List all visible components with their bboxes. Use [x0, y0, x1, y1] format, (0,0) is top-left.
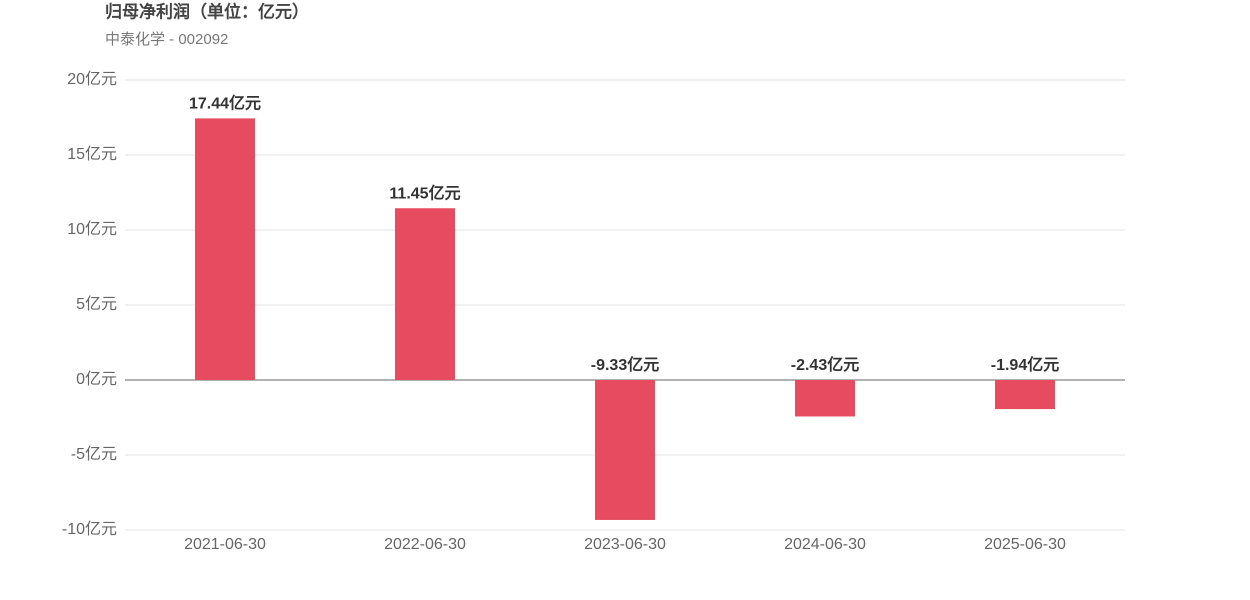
x-tick-label: 2023-06-30: [584, 536, 666, 553]
y-tick-label: -5亿元: [71, 445, 117, 463]
y-tick-label: 20亿元: [67, 70, 117, 88]
y-tick-label: 0亿元: [76, 370, 117, 388]
y-tick-label: 15亿元: [67, 145, 117, 163]
x-tick-label: 2024-06-30: [784, 536, 866, 553]
x-tick-label: 2025-06-30: [984, 536, 1066, 553]
value-label: 11.45亿元: [389, 183, 460, 202]
y-tick-label: 10亿元: [67, 220, 117, 238]
bar: [395, 208, 455, 380]
x-tick-label: 2022-06-30: [384, 536, 466, 553]
value-label: -9.33亿元: [591, 355, 659, 374]
chart-subtitle: 中泰化学 - 002092: [105, 31, 228, 48]
value-label: 17.44亿元: [189, 94, 261, 113]
y-tick-label: -10亿元: [62, 520, 117, 538]
bar: [795, 380, 855, 417]
bar: [595, 380, 655, 520]
x-tick-label: 2021-06-30: [184, 536, 266, 553]
value-label: -1.94亿元: [991, 355, 1059, 374]
chart-title: 归母净利润（单位：亿元）: [105, 1, 309, 21]
y-tick-label: 5亿元: [76, 295, 117, 313]
value-label: -2.43亿元: [791, 355, 859, 374]
bar: [195, 118, 255, 381]
bar: [995, 380, 1055, 410]
